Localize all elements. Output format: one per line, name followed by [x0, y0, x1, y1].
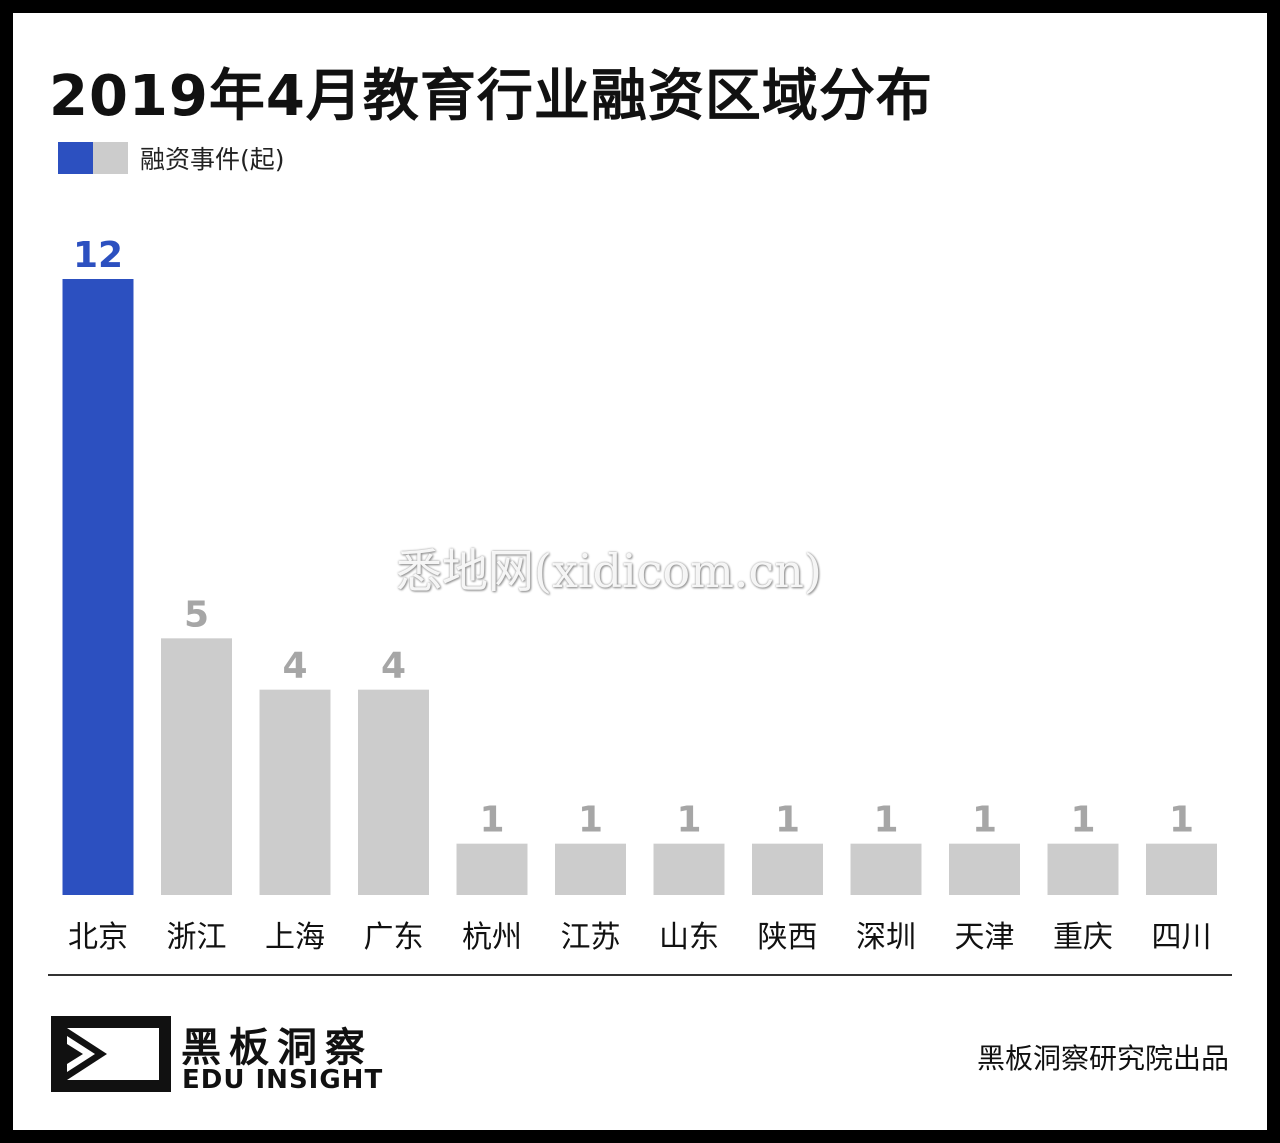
brand-name-cn: 黑板洞察: [181, 1025, 373, 1071]
bar-1: [62, 279, 134, 895]
category-label-10: 天津: [955, 920, 1015, 955]
category-label-7: 山东: [659, 920, 719, 955]
bar-chart: 12 北京 5 浙江 4 上海 4 广东 1 杭州 1 江苏 1 山东 1 陕西 1 深圳 1 天津 1 重庆 1 四川: [62, 235, 1217, 955]
category-label-9: 深圳: [856, 920, 916, 955]
bar-9: [850, 843, 922, 895]
bar-value-label-8: 1: [775, 800, 800, 841]
bar-7: [653, 843, 725, 895]
bar-10: [949, 843, 1020, 895]
bar-12: [1146, 843, 1217, 895]
bar-8: [752, 843, 823, 895]
bar-value-label-9: 1: [873, 800, 898, 841]
bar-value-label-10: 1: [972, 800, 997, 841]
bar-value-label-11: 1: [1070, 800, 1095, 841]
category-label-5: 杭州: [462, 920, 522, 955]
bar-value-label-2: 5: [184, 594, 209, 635]
category-label-12: 四川: [1152, 920, 1212, 955]
bar-value-label-3: 4: [282, 646, 307, 687]
bar-value-label-6: 1: [578, 800, 603, 841]
bar-2: [161, 638, 232, 895]
chart-title: 2019年4月教育行业融资区域分布: [49, 64, 933, 129]
bar-4: [358, 689, 429, 895]
edu-insight-logo-icon: [51, 1016, 171, 1092]
bar-value-label-5: 1: [479, 800, 504, 841]
category-label-2: 浙江: [167, 920, 227, 955]
bar-5: [456, 843, 528, 895]
legend: 融资事件(起): [58, 142, 285, 174]
chart-frame: 2019年4月教育行业融资区域分布 融资事件(起) 12 北京 5 浙江 4 上海 4 广东 1…: [13, 13, 1267, 1130]
category-label-8: 陕西: [758, 920, 818, 955]
footer-divider: [48, 974, 1232, 976]
bar-value-label-7: 1: [676, 800, 701, 841]
legend-swatch-default: [93, 142, 128, 174]
category-label-6: 江苏: [561, 920, 621, 955]
bar-3: [259, 689, 331, 895]
category-label-11: 重庆: [1053, 920, 1113, 955]
bar-11: [1047, 843, 1119, 895]
bar-value-label-12: 1: [1169, 800, 1194, 841]
bar-6: [555, 843, 626, 895]
watermark: 悉地网(xidicom.cn): [396, 544, 822, 598]
category-label-3: 上海: [265, 920, 325, 955]
bar-value-label-1: 12: [73, 235, 123, 276]
category-label-1: 北京: [68, 920, 128, 955]
brand-name-en: EDU INSIGHT: [182, 1065, 384, 1095]
legend-swatch-highlight: [58, 142, 93, 174]
credit-text: 黑板洞察研究院出品: [976, 1042, 1229, 1075]
category-label-4: 广东: [364, 920, 424, 955]
legend-label: 融资事件(起): [140, 145, 285, 174]
bar-value-label-4: 4: [381, 646, 406, 687]
